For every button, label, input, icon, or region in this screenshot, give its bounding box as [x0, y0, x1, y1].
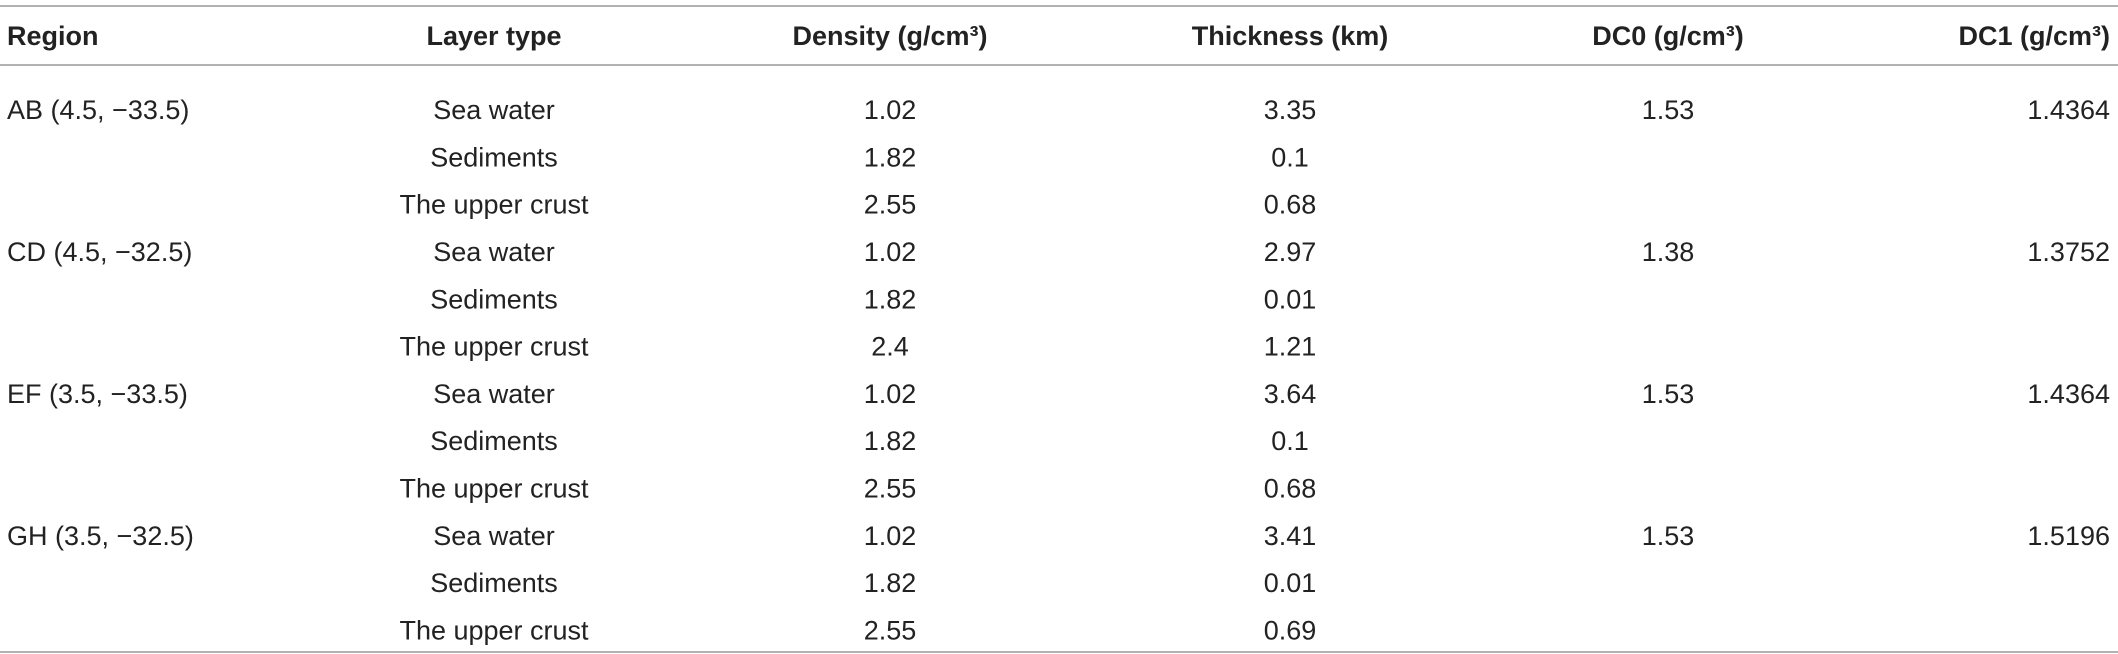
density-cell: 1.02 — [864, 521, 917, 551]
density-cell: 1.82 — [864, 426, 917, 456]
layer-type-cell: The upper crust — [399, 615, 589, 645]
thickness-cell: 0.1 — [1271, 426, 1309, 456]
layer-type-cell: The upper crust — [399, 474, 589, 504]
layer-type-cell: Sediments — [430, 568, 558, 598]
dc1-cell: 1.5196 — [2027, 521, 2110, 551]
header-cell: DC1 (g/cm³) — [1958, 21, 2110, 51]
header-cell: Density (g/cm³) — [792, 21, 987, 51]
dc0-cell: 1.53 — [1642, 521, 1695, 551]
density-cell: 2.55 — [864, 615, 917, 645]
layer-type-cell: Sediments — [430, 142, 558, 172]
dc1-cell: 1.4364 — [2027, 95, 2110, 125]
thickness-cell: 0.01 — [1264, 568, 1317, 598]
density-cell: 1.02 — [864, 95, 917, 125]
layer-type-cell: Sea water — [433, 379, 555, 409]
density-cell: 1.82 — [864, 568, 917, 598]
thickness-cell: 2.97 — [1264, 237, 1317, 267]
density-cell: 2.4 — [871, 332, 909, 362]
thickness-cell: 1.21 — [1264, 332, 1317, 362]
thickness-cell: 0.69 — [1264, 615, 1317, 645]
region-cell: CD (4.5, −32.5) — [7, 237, 192, 267]
layer-type-cell: Sea water — [433, 521, 555, 551]
thickness-cell: 0.1 — [1271, 142, 1309, 172]
layer-type-cell: Sea water — [433, 95, 555, 125]
layer-type-cell: The upper crust — [399, 190, 589, 220]
density-cell: 2.55 — [864, 190, 917, 220]
thickness-cell: 0.68 — [1264, 474, 1317, 504]
header-cell: Layer type — [426, 21, 561, 51]
header-cell: Region — [7, 21, 99, 51]
density-cell: 1.82 — [864, 284, 917, 314]
thickness-cell: 0.01 — [1264, 284, 1317, 314]
header-cell: DC0 (g/cm³) — [1592, 21, 1744, 51]
thickness-cell: 3.41 — [1264, 521, 1317, 551]
thickness-cell: 3.64 — [1264, 379, 1317, 409]
layer-type-cell: Sediments — [430, 284, 558, 314]
layer-type-cell: Sea water — [433, 237, 555, 267]
region-cell: GH (3.5, −32.5) — [7, 521, 194, 551]
dc0-cell: 1.38 — [1642, 237, 1695, 267]
dc0-cell: 1.53 — [1642, 379, 1695, 409]
region-cell: EF (3.5, −33.5) — [7, 379, 188, 409]
dc0-cell: 1.53 — [1642, 95, 1695, 125]
density-cell: 2.55 — [864, 474, 917, 504]
thickness-cell: 3.35 — [1264, 95, 1317, 125]
layer-type-cell: Sediments — [430, 426, 558, 456]
density-cell: 1.02 — [864, 379, 917, 409]
thickness-cell: 0.68 — [1264, 190, 1317, 220]
header-cell: Thickness (km) — [1192, 21, 1389, 51]
region-cell: AB (4.5, −33.5) — [7, 95, 189, 125]
density-cell: 1.82 — [864, 142, 917, 172]
layer-type-cell: The upper crust — [399, 332, 589, 362]
density-cell: 1.02 — [864, 237, 917, 267]
dc1-cell: 1.4364 — [2027, 379, 2110, 409]
dc1-cell: 1.3752 — [2027, 237, 2110, 267]
